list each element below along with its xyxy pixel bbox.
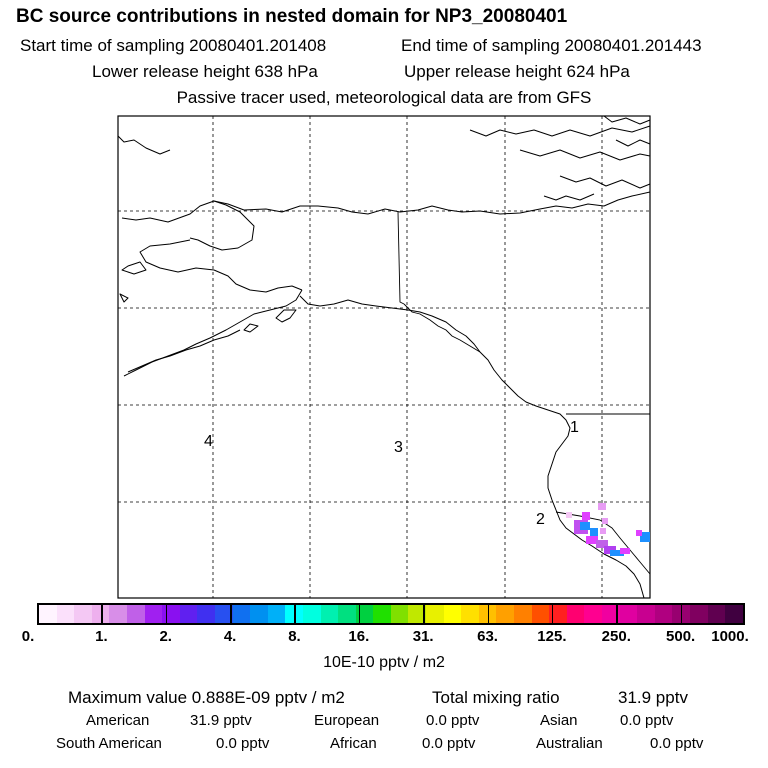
graticule: [118, 116, 650, 598]
colorbar-segment: [373, 605, 391, 623]
colorbar-segment: [197, 605, 215, 623]
colorbar-divider: [358, 603, 361, 625]
colorbar-segment: [302, 605, 321, 623]
plot-title: BC source contributions in nested domain…: [16, 6, 568, 27]
region-name: Asian: [540, 712, 578, 729]
colorbar-segment: [74, 605, 92, 623]
colorbar-tick-label: 63.: [477, 628, 498, 645]
region-name: South American: [56, 735, 162, 752]
colorbar-segment: [496, 605, 515, 623]
colorbar-tick-label: 8.: [288, 628, 301, 645]
colorbar-segment: [637, 605, 655, 623]
region-value: 0.0 pptv: [216, 735, 270, 752]
colorbar-divider: [294, 603, 296, 625]
colorbar-divider: [423, 603, 425, 625]
region-name: American: [86, 712, 150, 729]
colorbar-tick-label: 31.: [412, 628, 434, 645]
map-frame: [117, 115, 651, 599]
region-value: 0.0 pptv: [422, 735, 476, 752]
tracer-plume: [566, 503, 650, 556]
region-name: African: [330, 735, 377, 752]
region-label-1: 1: [570, 419, 579, 436]
colorbar-segment: [514, 605, 532, 623]
colorbar-segment: [707, 605, 726, 623]
region-label-4: 4: [204, 433, 213, 450]
colorbar-tick-label: 16.: [348, 628, 370, 645]
colorbar-segment: [250, 605, 268, 623]
colorbar-segment: [267, 605, 286, 623]
max-value: Maximum value 0.888E-09 pptv / m2: [68, 688, 345, 707]
colorbar-tick-label: 2.: [159, 628, 172, 645]
colorbar-segment: [91, 605, 110, 623]
colorbar-segment: [725, 605, 743, 623]
colorbar-segment: [426, 605, 444, 623]
region-value: 0.0 pptv: [426, 712, 480, 729]
region-value: 0.0 pptv: [620, 712, 674, 729]
coastlines: [117, 115, 651, 599]
colorbar-segment: [408, 605, 427, 623]
colorbar-segment: [619, 605, 638, 623]
colorbar-segment: [179, 605, 198, 623]
colorbar-divider: [487, 603, 490, 625]
upper-release-height: Upper release height 624 hPa: [404, 62, 630, 81]
total-mixing-label: Total mixing ratio: [432, 688, 560, 707]
colorbar-segment: [390, 605, 409, 623]
colorbar-segment: [232, 605, 251, 623]
colorbar-segment: [584, 605, 602, 623]
colorbar-segment: [689, 605, 708, 623]
colorbar-segment: [144, 605, 163, 623]
region-value: 0.0 pptv: [650, 735, 704, 752]
colorbar-segment: [285, 605, 303, 623]
colorbar-segment: [443, 605, 462, 623]
colorbar-segment: [602, 605, 620, 623]
colorbar-segment: [56, 605, 75, 623]
colorbar-segment: [214, 605, 233, 623]
colorbar-segment: [126, 605, 145, 623]
colorbar-tick-label: 125.: [537, 628, 567, 645]
colorbar-divider: [165, 603, 168, 625]
region-label-3: 3: [394, 439, 403, 456]
colorbar-segment: [461, 605, 479, 623]
total-mixing-value: 31.9 pptv: [618, 688, 688, 707]
end-time: End time of sampling 20080401.201443: [401, 36, 702, 55]
colorbar-segment: [338, 605, 356, 623]
region-value: 31.9 pptv: [190, 712, 252, 729]
colorbar-tick-label: 250.: [601, 628, 631, 645]
colorbar-divider: [616, 603, 618, 625]
region-name: European: [314, 712, 380, 729]
colorbar-tick-label: 1000.: [711, 628, 749, 645]
lower-release-height: Lower release height 638 hPa: [92, 62, 318, 81]
colorbar-divider: [551, 603, 554, 625]
passive-tracer-note: Passive tracer used, meteorological data…: [176, 88, 592, 107]
start-time: Start time of sampling 20080401.201408: [20, 36, 327, 55]
colorbar-tick-label: 0.: [21, 628, 35, 645]
colorbar-divider: [101, 603, 103, 625]
colorbar-segment: [531, 605, 550, 623]
region-name: Australian: [536, 735, 603, 752]
colorbar-segment: [109, 605, 127, 623]
colorbar-units: 10E-10 pptv / m2: [323, 654, 445, 671]
colorbar-tick-label: 4.: [223, 628, 237, 645]
colorbar-segment: [654, 605, 673, 623]
colorbar-segment: [320, 605, 339, 623]
colorbar-tick-label: 1.: [95, 628, 108, 645]
colorbar-segment: [566, 605, 585, 623]
colorbar: [37, 603, 745, 625]
colorbar-tick-label: 500.: [666, 628, 696, 645]
colorbar-divider: [680, 603, 683, 625]
region-label-2: 2: [536, 511, 545, 528]
colorbar-segment: [39, 605, 57, 623]
colorbar-divider: [230, 603, 232, 625]
colorbar-segment: [549, 605, 567, 623]
